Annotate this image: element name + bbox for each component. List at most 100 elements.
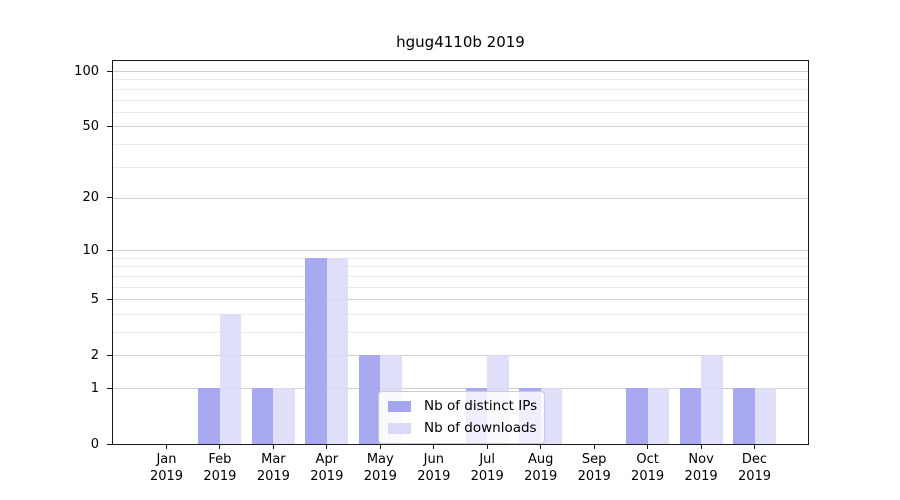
bar-distinct-ips bbox=[198, 388, 220, 444]
x-tick-year: 2019 bbox=[524, 469, 558, 484]
y-tick-mark bbox=[107, 70, 112, 72]
x-tick-year: 2019 bbox=[577, 469, 611, 484]
x-tick-month: Sep bbox=[581, 452, 607, 467]
minor-gridline bbox=[113, 143, 808, 145]
x-tick-year: 2019 bbox=[631, 469, 665, 484]
x-tick-mark bbox=[219, 445, 221, 449]
minor-gridline bbox=[113, 286, 808, 288]
y-tick-mark bbox=[107, 197, 112, 199]
x-tick-mark bbox=[593, 445, 595, 449]
minor-gridline bbox=[113, 332, 808, 333]
x-tick-month: Apr bbox=[315, 452, 339, 467]
x-tick-label: Oct 2019 bbox=[616, 451, 680, 485]
x-tick-label: Jun 2019 bbox=[402, 451, 466, 485]
chart-title: hgug4110b 2019 bbox=[396, 33, 525, 51]
minor-gridline bbox=[113, 111, 808, 113]
y-tick-label: 1 bbox=[90, 380, 99, 396]
minor-gridline bbox=[113, 266, 808, 268]
x-tick-mark bbox=[540, 445, 542, 449]
x-tick-label: May 2019 bbox=[348, 451, 412, 485]
minor-gridline bbox=[113, 257, 808, 259]
bar-distinct-ips bbox=[626, 388, 648, 444]
minor-gridline bbox=[113, 88, 808, 90]
major-gridline bbox=[113, 71, 808, 72]
y-tick-mark bbox=[107, 298, 112, 300]
x-tick-year: 2019 bbox=[417, 469, 451, 484]
major-gridline bbox=[113, 250, 808, 252]
bar-distinct-ips bbox=[305, 257, 327, 444]
x-tick-label: Feb 2019 bbox=[188, 451, 252, 485]
bar-downloads bbox=[701, 355, 723, 444]
major-gridline bbox=[113, 126, 808, 128]
x-tick-month: Nov bbox=[688, 452, 714, 467]
y-tick-mark bbox=[107, 354, 112, 356]
x-tick-mark bbox=[700, 445, 702, 449]
y-tick-label: 50 bbox=[82, 118, 99, 134]
x-tick-year: 2019 bbox=[310, 469, 344, 484]
x-tick-mark bbox=[326, 445, 328, 449]
x-tick-month: Mar bbox=[261, 452, 286, 467]
bar-downloads bbox=[540, 388, 563, 444]
bar-distinct-ips bbox=[679, 388, 702, 444]
x-tick-year: 2019 bbox=[737, 469, 772, 484]
y-tick-mark bbox=[107, 443, 112, 445]
x-tick-mark bbox=[166, 445, 167, 449]
x-tick-year: 2019 bbox=[149, 469, 184, 484]
x-tick-month: Oct bbox=[636, 452, 659, 467]
x-tick-mark bbox=[754, 445, 755, 449]
minor-gridline bbox=[113, 275, 808, 277]
y-tick-mark bbox=[107, 387, 112, 389]
bar-distinct-ips bbox=[733, 388, 755, 444]
legend-swatch-downloads bbox=[388, 422, 411, 434]
minor-gridline bbox=[113, 79, 808, 81]
x-tick-month: Jul bbox=[479, 452, 496, 467]
major-gridline bbox=[113, 355, 808, 357]
x-tick-mark bbox=[433, 445, 435, 449]
x-tick-label: Aug 2019 bbox=[509, 451, 573, 485]
x-tick-label: Nov 2019 bbox=[669, 451, 733, 485]
x-tick-mark bbox=[379, 445, 381, 449]
x-tick-label: Jul 2019 bbox=[455, 451, 519, 485]
x-tick-year: 2019 bbox=[256, 469, 290, 484]
x-tick-month: Jun bbox=[423, 452, 444, 467]
x-tick-month: Jan bbox=[156, 452, 177, 467]
legend-item-distinct-ips: Nb of distinct IPs bbox=[388, 397, 538, 415]
bar-distinct-ips bbox=[358, 355, 381, 444]
x-tick-label: Jan 2019 bbox=[135, 451, 199, 485]
bar-downloads bbox=[273, 388, 295, 444]
x-tick-label: Apr 2019 bbox=[295, 451, 359, 485]
x-tick-label: Dec 2019 bbox=[723, 451, 787, 485]
x-tick-label: Sep 2019 bbox=[562, 451, 626, 485]
legend: Nb of distinct IPs Nb of downloads bbox=[378, 391, 545, 444]
y-tick-label: 5 bbox=[90, 291, 99, 307]
bar-downloads bbox=[326, 257, 349, 444]
legend-swatch-distinct-ips bbox=[388, 400, 411, 412]
major-gridline bbox=[113, 299, 808, 301]
bar-downloads bbox=[647, 388, 670, 444]
x-tick-mark bbox=[272, 445, 274, 449]
major-gridline bbox=[113, 197, 808, 199]
x-tick-month: Aug bbox=[527, 452, 554, 467]
minor-gridline bbox=[113, 313, 808, 315]
x-tick-year: 2019 bbox=[363, 469, 397, 484]
y-tick-label: 10 bbox=[82, 242, 99, 258]
x-tick-year: 2019 bbox=[470, 469, 504, 484]
plot-area: Nb of distinct IPs Nb of downloads bbox=[112, 60, 809, 445]
minor-gridline bbox=[113, 99, 808, 101]
x-tick-year: 2019 bbox=[203, 469, 237, 484]
y-tick-label: 20 bbox=[82, 190, 99, 206]
x-tick-label: Mar 2019 bbox=[241, 451, 305, 485]
minor-gridline bbox=[113, 166, 808, 168]
major-gridline bbox=[113, 388, 808, 389]
legend-label-downloads: Nb of downloads bbox=[424, 420, 537, 436]
y-tick-mark bbox=[107, 125, 112, 127]
y-tick-label: 0 bbox=[90, 436, 99, 452]
x-tick-mark bbox=[647, 445, 649, 449]
legend-item-downloads: Nb of downloads bbox=[388, 419, 537, 437]
legend-label-distinct-ips: Nb of distinct IPs bbox=[424, 398, 538, 414]
x-tick-mark bbox=[486, 445, 488, 449]
x-tick-year: 2019 bbox=[684, 469, 718, 484]
x-tick-month: Dec bbox=[741, 452, 768, 467]
x-tick-month: Feb bbox=[208, 452, 232, 467]
